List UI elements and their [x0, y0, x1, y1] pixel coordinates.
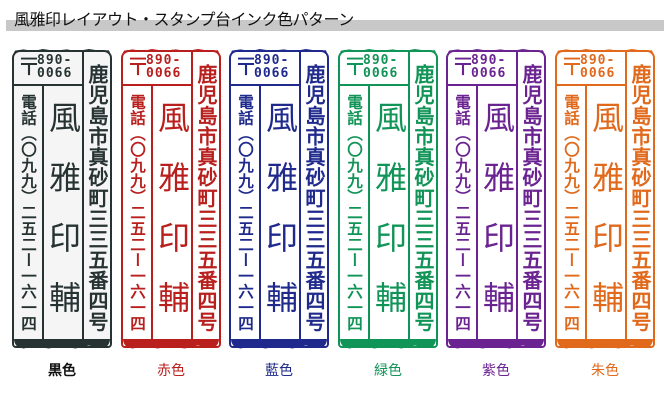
stamp-impression: 〒 890- 0066 電話（〇九九）二五二ー一六一四 風雅印輔 鹿児島市真砂町三… [229, 46, 329, 352]
stamp-address: 鹿児島市真砂町三三五番四号 [302, 64, 326, 332]
stamp-name: 風雅印輔 [478, 101, 516, 341]
postal-box: 〒 890- 0066 [14, 52, 84, 86]
stamp-impression: 〒 890- 0066 電話（〇九九）二五二ー一六一四 風雅印輔 鹿児島市真砂町三… [555, 46, 655, 352]
column-divider [191, 52, 193, 344]
postal-mark-icon: 〒 [17, 53, 41, 81]
stamp-phone: 電話（〇九九）二五二ー一六一四 [236, 94, 255, 331]
column-divider [259, 86, 261, 344]
postal-code: 890- 0066 [146, 53, 182, 81]
stamp-address: 鹿児島市真砂町三三五番四号 [85, 64, 109, 332]
column-divider [151, 86, 153, 344]
ink-color-label: 緑色 [374, 363, 402, 379]
stamp-address: 鹿児島市真砂町三三五番四号 [628, 64, 652, 332]
ink-color-label: 藍色 [265, 363, 293, 379]
postal-code: 890- 0066 [37, 53, 73, 81]
stamp-name: 風雅印輔 [370, 101, 408, 341]
stamp-frame [446, 50, 546, 348]
stamp-name: 風雅印輔 [153, 101, 191, 341]
column-divider [516, 52, 518, 344]
ink-color-label: 朱色 [591, 363, 619, 379]
stamp-impression: 〒 890- 0066 電話（〇九九）二五二ー一六一四 風雅印輔 鹿児島市真砂町三… [121, 46, 221, 352]
stamp-phone: 電話（〇九九）二五二ー一六一四 [345, 94, 364, 331]
postal-box: 〒 890- 0066 [448, 52, 518, 86]
postal-mark-icon: 〒 [234, 53, 258, 81]
ink-color-label: 赤色 [157, 363, 185, 379]
postal-box: 〒 890- 0066 [557, 52, 627, 86]
stamp-phone: 電話（〇九九）二五二ー一六一四 [19, 94, 38, 331]
column-divider [368, 86, 370, 344]
postal-code: 890- 0066 [580, 53, 616, 81]
stamp-frame [121, 50, 221, 348]
stamp-frame [338, 50, 438, 348]
stamp-name: 風雅印輔 [587, 101, 625, 341]
postal-box: 〒 890- 0066 [340, 52, 410, 86]
stamp-phone: 電話（〇九九）二五二ー一六一四 [128, 94, 147, 331]
title-bar [6, 20, 664, 31]
stamp-address: 鹿児島市真砂町三三五番四号 [194, 64, 218, 332]
column-divider [42, 86, 44, 344]
stamp-phone: 電話（〇九九）二五二ー一六一四 [562, 94, 581, 331]
postal-box: 〒 890- 0066 [123, 52, 193, 86]
column-divider [585, 86, 587, 344]
stamp-edge-bottom [340, 339, 436, 349]
column-divider [625, 52, 627, 344]
stamp-edge-bottom [14, 339, 110, 349]
postal-mark-icon: 〒 [560, 53, 584, 81]
stamp-frame [229, 50, 329, 348]
stamp-frame [12, 50, 112, 348]
stamp-name: 風雅印輔 [261, 101, 299, 341]
postal-box: 〒 890- 0066 [231, 52, 301, 86]
postal-code: 890- 0066 [471, 53, 507, 81]
postal-mark-icon: 〒 [126, 53, 150, 81]
page-title: 風雅印レイアウト・スタンプ台インク色パターン [14, 10, 354, 29]
stamp-edge-bottom [448, 339, 544, 349]
postal-code: 890- 0066 [363, 53, 399, 81]
stamp-impression: 〒 890- 0066 電話（〇九九）二五二ー一六一四 風雅印輔 鹿児島市真砂町三… [12, 46, 112, 352]
stamp-address: 鹿児島市真砂町三三五番四号 [411, 64, 435, 332]
column-divider [82, 52, 84, 344]
stamp-impression: 〒 890- 0066 電話（〇九九）二五二ー一六一四 風雅印輔 鹿児島市真砂町三… [338, 46, 438, 352]
stamp-edge-bottom [231, 339, 327, 349]
stamp-frame [555, 50, 655, 348]
column-divider [476, 86, 478, 344]
ink-color-label: 紫色 [482, 363, 510, 379]
column-divider [299, 52, 301, 344]
column-divider [408, 52, 410, 344]
stamp-edge-bottom [557, 339, 653, 349]
ink-color-label: 黒色 [48, 363, 76, 379]
stamp-name: 風雅印輔 [44, 101, 82, 341]
postal-mark-icon: 〒 [451, 53, 475, 81]
stamp-address: 鹿児島市真砂町三三五番四号 [519, 64, 543, 332]
stamp-impression: 〒 890- 0066 電話（〇九九）二五二ー一六一四 風雅印輔 鹿児島市真砂町三… [446, 46, 546, 352]
stamp-phone: 電話（〇九九）二五二ー一六一四 [453, 94, 472, 331]
stamp-edge-bottom [123, 339, 219, 349]
postal-mark-icon: 〒 [343, 53, 367, 81]
postal-code: 890- 0066 [254, 53, 290, 81]
